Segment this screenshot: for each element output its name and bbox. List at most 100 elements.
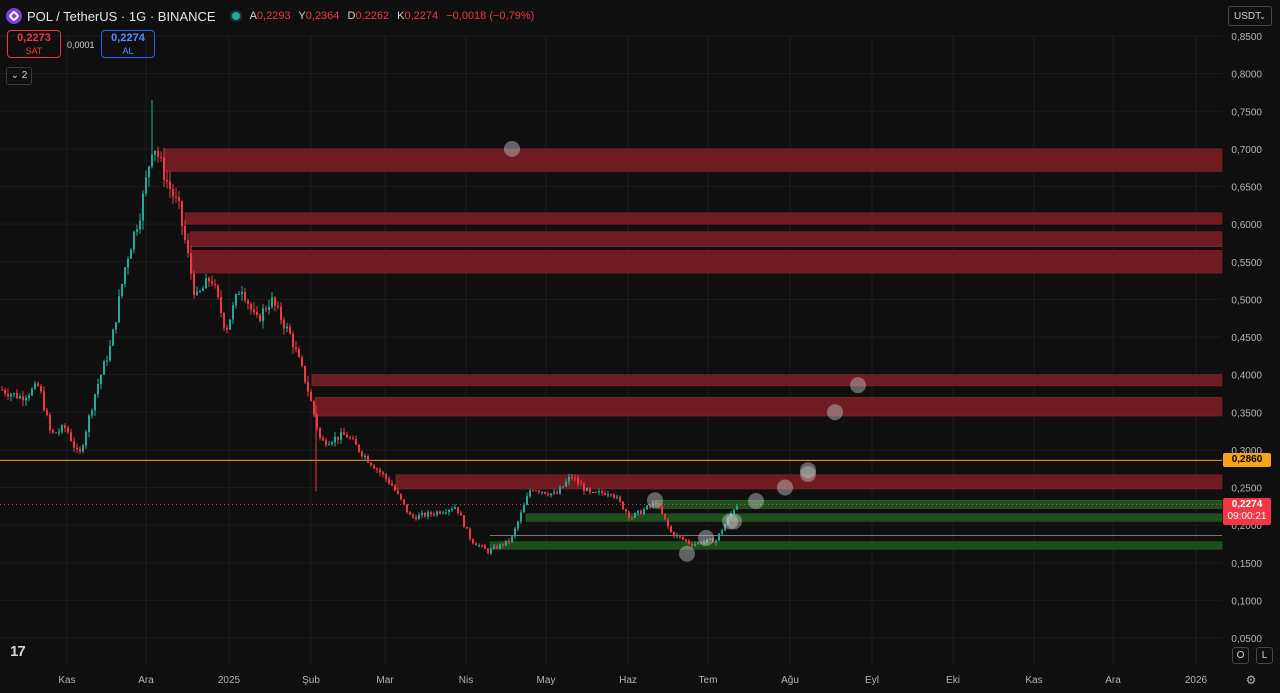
candle-body — [325, 440, 327, 445]
candle-body — [175, 196, 177, 198]
gear-icon[interactable]: ⚙ — [1245, 673, 1257, 687]
auto-scale-button[interactable]: L — [1256, 647, 1273, 664]
candle-body — [724, 524, 726, 531]
candle-body — [220, 297, 222, 313]
candle-body — [124, 267, 126, 284]
time-tick-label: Ara — [1105, 675, 1121, 686]
candle-body — [412, 514, 414, 518]
candle-body — [7, 393, 9, 397]
candle-body — [295, 347, 297, 350]
candle-body — [709, 538, 711, 540]
indicators-toggle[interactable]: ⌄ 2 — [6, 67, 32, 85]
candlestick-series — [1, 99, 738, 556]
candle-body — [52, 429, 54, 433]
candle-body — [1, 389, 3, 391]
candle-body — [4, 390, 6, 394]
candle-body — [400, 493, 402, 500]
candle-body — [505, 540, 507, 546]
candle-body — [664, 513, 666, 520]
candle-body — [250, 303, 252, 310]
candle-body — [211, 281, 213, 285]
price-tick-label: 0,6000 — [1231, 220, 1262, 231]
candle-body — [280, 306, 282, 321]
symbol-title[interactable]: POL / TetherUS · 1G · BINANCE — [27, 8, 216, 24]
candle-body — [121, 283, 123, 297]
candle-body — [541, 491, 543, 493]
price-tick-label: 0,4000 — [1231, 371, 1262, 382]
last-price-tag: 0,2274 09:00:21 — [1223, 497, 1271, 525]
candle-body — [634, 513, 636, 518]
price-tick-label: 0,1000 — [1231, 596, 1262, 607]
candle-body — [499, 544, 501, 549]
projection-marker — [777, 479, 793, 496]
candle-body — [178, 197, 180, 202]
candle-body — [202, 288, 204, 291]
time-tick-label: Eyl — [865, 675, 879, 686]
candle-body — [574, 478, 576, 480]
candle-body — [502, 544, 504, 546]
projection-marker — [827, 404, 843, 421]
candle-body — [91, 410, 93, 416]
support-zone — [489, 541, 1223, 550]
candle-body — [367, 456, 369, 463]
projection-marker — [647, 492, 663, 509]
log-scale-button[interactable]: O — [1232, 647, 1249, 664]
candle-body — [640, 510, 642, 515]
buy-button[interactable]: 0,2274 AL — [101, 30, 155, 58]
candle-body — [421, 512, 423, 515]
sell-button[interactable]: 0,2273 SAT — [7, 30, 61, 58]
candle-body — [577, 478, 579, 484]
candle-body — [193, 273, 195, 295]
candle-body — [481, 545, 483, 547]
price-tick-label: 0,5500 — [1231, 258, 1262, 269]
candle-body — [247, 300, 249, 304]
candle-body — [442, 512, 444, 514]
projection-marker — [800, 462, 816, 479]
candle-body — [172, 188, 174, 197]
resistance-zone — [191, 250, 1223, 274]
candle-body — [460, 512, 462, 516]
candle-body — [403, 499, 405, 505]
resistance-zone — [164, 148, 1223, 172]
candle-body — [556, 492, 558, 494]
time-tick-label: Kas — [1025, 675, 1042, 686]
candle-body — [721, 530, 723, 534]
candle-body — [88, 415, 90, 432]
candle-body — [475, 543, 477, 546]
time-tick-label: Eki — [946, 675, 960, 686]
candle-body — [127, 258, 129, 268]
candle-body — [244, 291, 246, 301]
candle-body — [58, 431, 60, 433]
candle-body — [448, 509, 450, 513]
candle-body — [517, 521, 519, 529]
candle-body — [391, 483, 393, 486]
projection-marker — [748, 493, 764, 510]
candle-body — [139, 220, 141, 230]
candle-body — [733, 509, 735, 514]
projection-marker — [850, 377, 866, 394]
time-tick-label: Haz — [619, 675, 637, 686]
candle-body — [259, 314, 261, 322]
time-axis: Kas Ara 2025 Şub Mar Nis May Haz Tem Ağu Eyl Eki Kas… — [58, 675, 1207, 686]
price-tick-label: 0,6500 — [1231, 183, 1262, 194]
candle-body — [358, 444, 360, 452]
candle-body — [76, 447, 78, 450]
candle-body — [286, 326, 288, 329]
candle-body — [166, 179, 168, 182]
candle-body — [547, 493, 549, 496]
candle-body — [103, 361, 105, 375]
currency-select[interactable]: USDT ⌄ — [1228, 6, 1272, 26]
candle-body — [544, 491, 546, 494]
candle-body — [37, 383, 39, 387]
candle-body — [208, 278, 210, 282]
chart-grid — [0, 35, 1222, 665]
candle-body — [418, 514, 420, 520]
candle-body — [649, 505, 651, 507]
resistance-zone — [395, 474, 1223, 490]
candle-body — [424, 512, 426, 517]
candle-body — [514, 528, 516, 537]
price-tick-label: 0,8000 — [1231, 70, 1262, 81]
candle-body — [22, 396, 24, 401]
candle-body — [241, 291, 243, 295]
